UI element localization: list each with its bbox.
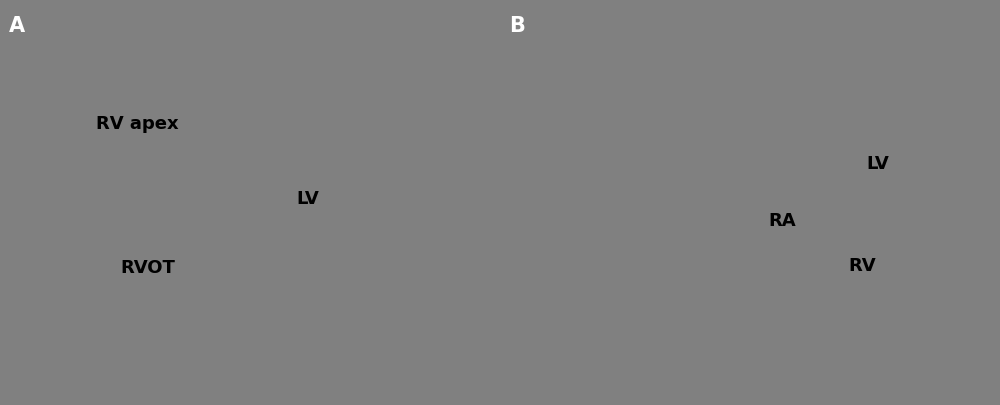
Text: RV: RV (849, 256, 876, 274)
Text: LV: LV (296, 190, 319, 207)
Text: LV: LV (866, 155, 889, 173)
Text: A: A (9, 16, 25, 36)
Text: RV apex: RV apex (96, 115, 179, 132)
Text: RVOT: RVOT (120, 258, 175, 276)
Text: RA: RA (769, 212, 796, 230)
Text: B: B (509, 16, 525, 36)
